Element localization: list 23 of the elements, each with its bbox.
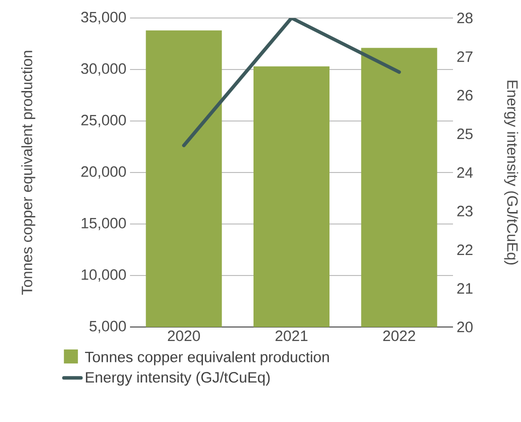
y-tick-label: 10,000 — [82, 269, 126, 282]
y-tick-label: 15,000 — [82, 218, 126, 230]
y-tick-label: 35,000 — [81, 12, 126, 24]
x-tick-label: 2021 — [276, 330, 308, 342]
y2-tick-label: 20 — [457, 322, 473, 332]
x-tick-label: 2020 — [168, 330, 200, 342]
y2-tick-label: 25 — [457, 128, 473, 140]
y-tick-label: 20,000 — [81, 166, 126, 179]
y-tick-label: 30,000 — [81, 63, 126, 76]
y2-tick-label: 22 — [457, 244, 472, 255]
y-tick-label: 5,000 — [90, 320, 126, 334]
legend-label: Energy intensity (GJ/tCuEq) — [86, 372, 270, 386]
x-tick-label: 2022 — [383, 330, 416, 342]
y-tick-label: 25,000 — [81, 114, 126, 128]
y-axis-title: Tonnes copper equivalent production — [21, 50, 36, 295]
y2-tick-label: 28 — [457, 12, 473, 24]
y2-tick-label: 24 — [457, 167, 473, 178]
legend-label: Tonnes copper equivalent production — [85, 351, 329, 366]
y2-axis-title: Energy intensity (GJ/tCuEq) — [504, 80, 518, 264]
y2-tick-label: 21 — [457, 283, 472, 294]
y2-tick-label: 26 — [457, 90, 473, 101]
y2-tick-label: 23 — [457, 206, 473, 216]
y2-tick-label: 27 — [457, 51, 472, 62]
